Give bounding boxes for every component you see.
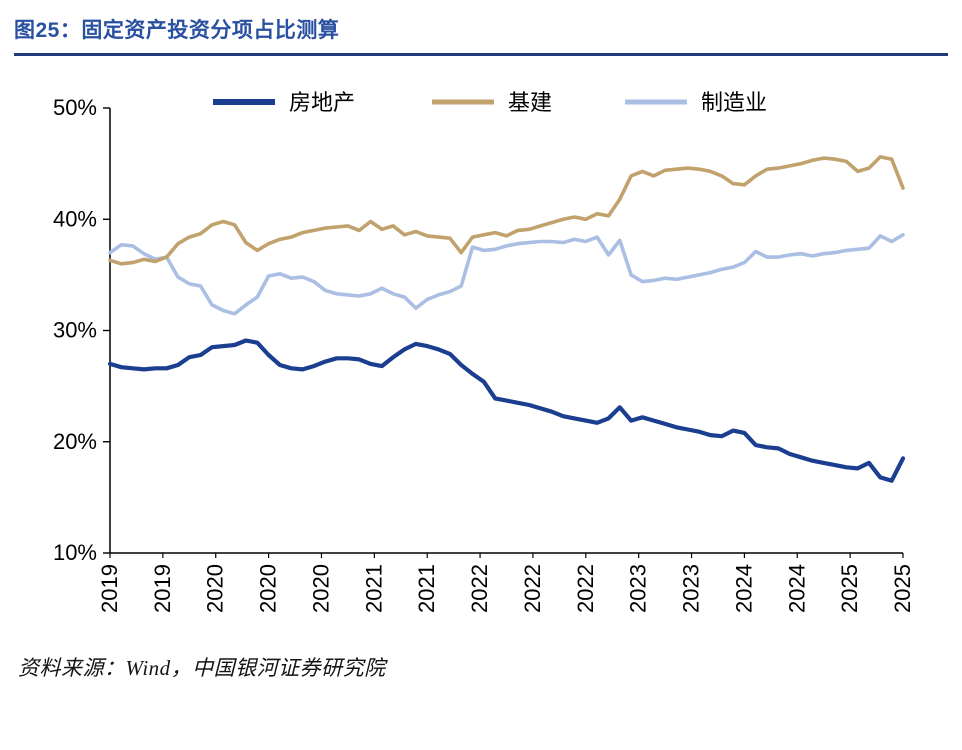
source-note: 资料来源：Wind，中国银河证券研究院 xyxy=(18,656,386,680)
y-axis-label: 10% xyxy=(53,540,97,565)
y-axis-label: 30% xyxy=(53,318,97,343)
x-axis-label: 2021 xyxy=(361,564,386,613)
series-line-制造业 xyxy=(108,233,905,316)
series-line-房地产 xyxy=(107,338,906,483)
y-axis-label: 20% xyxy=(53,429,97,454)
figure-header: 图25：固定资产投资分项占比测算 xyxy=(0,0,962,44)
legend-label-基建: 基建 xyxy=(508,90,552,115)
x-axis-label: 2019 xyxy=(150,564,175,613)
x-axis-label: 2021 xyxy=(414,564,439,613)
title-rule xyxy=(14,53,948,56)
x-axis-label: 2020 xyxy=(308,564,333,613)
x-axis-label: 2020 xyxy=(256,564,281,613)
x-axis-label: 2024 xyxy=(731,564,756,613)
x-axis-label: 2022 xyxy=(520,564,545,613)
x-axis-label: 2024 xyxy=(784,564,809,613)
x-axis-label: 2022 xyxy=(467,564,492,613)
x-axis-label: 2023 xyxy=(679,564,704,613)
x-axis-label: 2023 xyxy=(626,564,651,613)
line-chart: 10% 20% 30% 40% 50% 2019 2019 2020 2020 2020 2021 2… xyxy=(53,90,915,613)
y-axis-label: 40% xyxy=(53,206,97,231)
x-axis-label: 2025 xyxy=(837,564,862,613)
figure-title: 图25：固定资产投资分项占比测算 xyxy=(14,19,340,42)
series-line-基建 xyxy=(108,155,905,266)
x-axis-label: 2025 xyxy=(890,564,915,613)
x-axis-label: 2022 xyxy=(573,564,598,613)
y-axis-label: 50% xyxy=(53,95,97,120)
legend-label-制造业: 制造业 xyxy=(701,90,767,115)
legend-label-房地产: 房地产 xyxy=(289,90,355,115)
chart-area: 10% 20% 30% 40% 50% 2019 2019 2020 2020 2020 2021 2… xyxy=(0,58,962,646)
x-axis-label: 2019 xyxy=(97,564,122,613)
x-axis-label: 2020 xyxy=(203,564,228,613)
